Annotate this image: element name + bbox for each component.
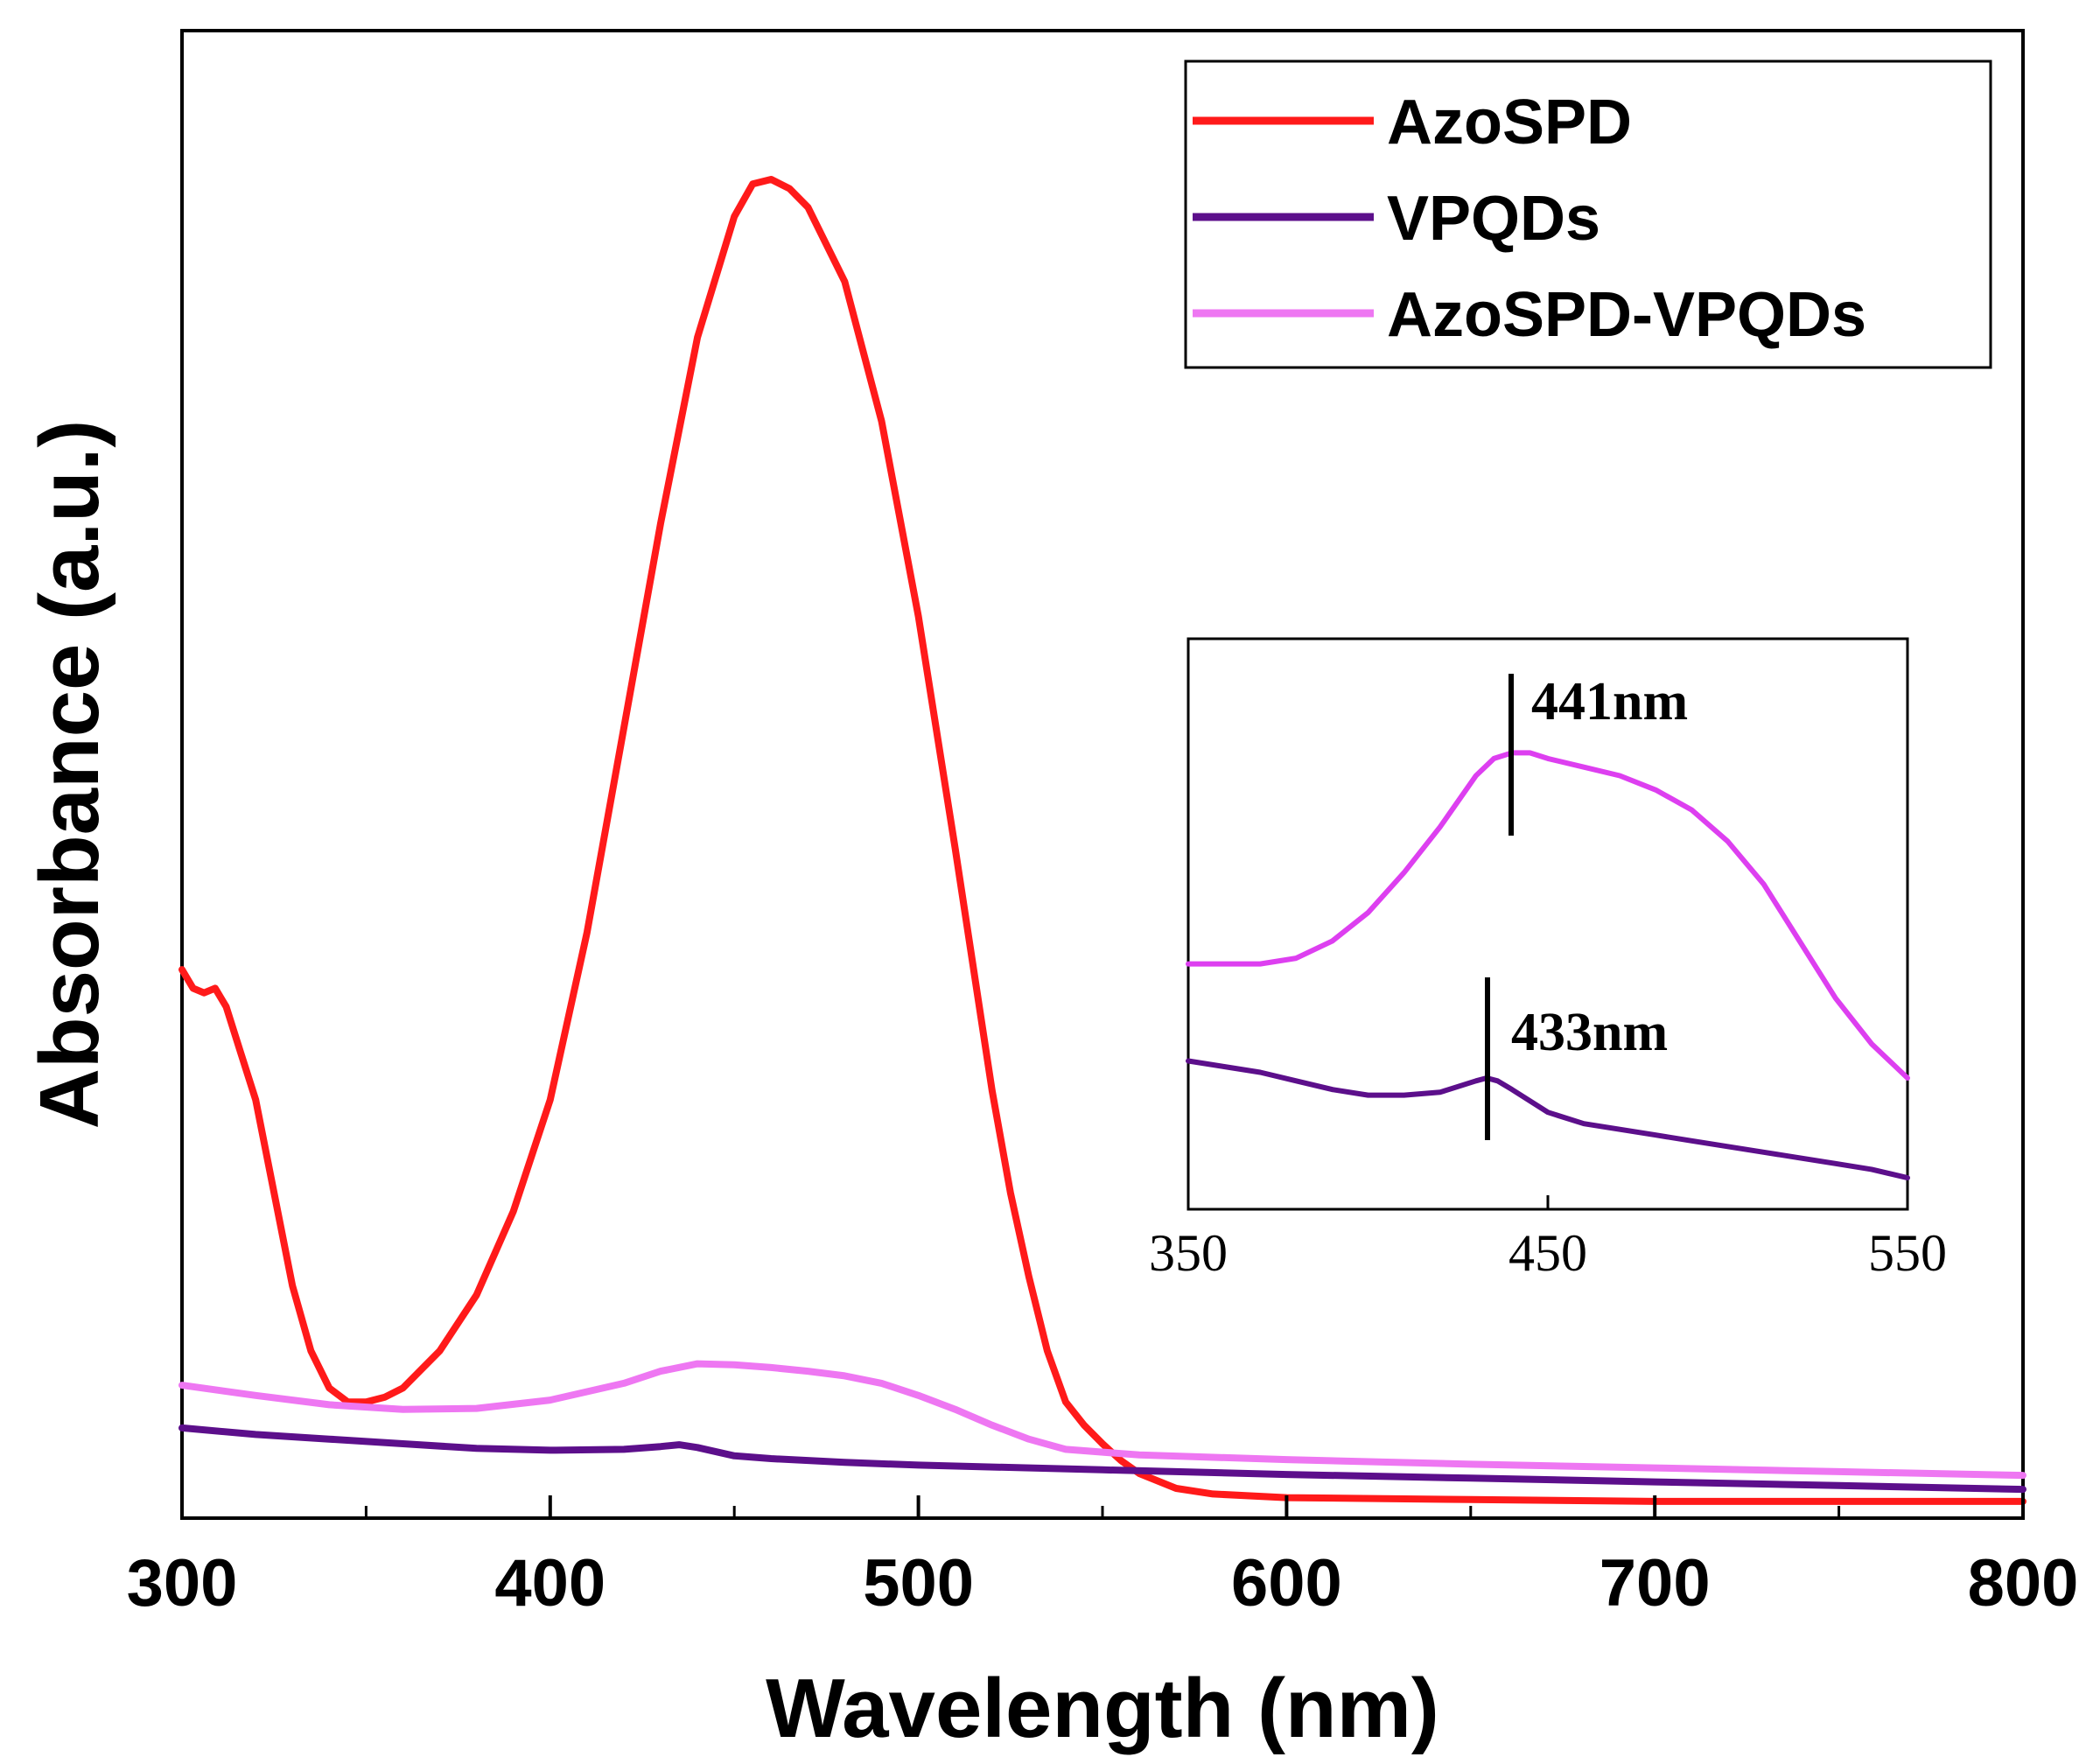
x-tick-label-400: 400 xyxy=(494,1546,606,1620)
y-axis-title: Absorbance (a.u.) xyxy=(23,420,116,1130)
main-series-group xyxy=(178,176,2026,1505)
inset-series-line-azospd-vpqds xyxy=(1186,750,1910,1081)
x-tick-label-800: 800 xyxy=(1968,1546,2079,1620)
x-tick-label-500: 500 xyxy=(863,1546,974,1620)
series-line-vpqds xyxy=(178,1424,2026,1494)
series-line-azospd xyxy=(178,176,2026,1505)
series-line-azospd-vpqds xyxy=(178,1360,2026,1480)
x-tick-label-700: 700 xyxy=(1600,1546,1711,1620)
main-x-ticks: 300 400 500 600 700 800 xyxy=(127,1495,2079,1620)
x-tick-label-300: 300 xyxy=(127,1546,238,1620)
x-tick-label-600: 600 xyxy=(1231,1546,1342,1620)
inset-series-line-vpqds xyxy=(1186,1058,1910,1181)
inset-x-tick-label-350: 350 xyxy=(1149,1224,1228,1282)
legend-label-vpqds: VPQDs xyxy=(1387,184,1600,254)
inset-series-group xyxy=(1186,750,1910,1181)
inset-x-tick-label-550: 550 xyxy=(1868,1224,1947,1282)
inset-x-ticks: 350 450 550 xyxy=(1149,1195,1947,1282)
legend-label-azospd: AzoSPD xyxy=(1387,88,1632,158)
annotation-433nm: 433nm xyxy=(1511,1003,1668,1062)
inset-chart: 350 450 550 441nm 433nm xyxy=(1149,637,1947,1282)
annotation-441nm: 441nm xyxy=(1531,672,1688,732)
x-axis-title: Wavelength (nm) xyxy=(766,1662,1439,1755)
legend-label-azospd-vpqds: AzoSPD-VPQDs xyxy=(1387,280,1866,350)
legend: AzoSPD VPQDs AzoSPD-VPQDs xyxy=(1184,60,1992,369)
inset-x-tick-label-450: 450 xyxy=(1508,1224,1587,1282)
